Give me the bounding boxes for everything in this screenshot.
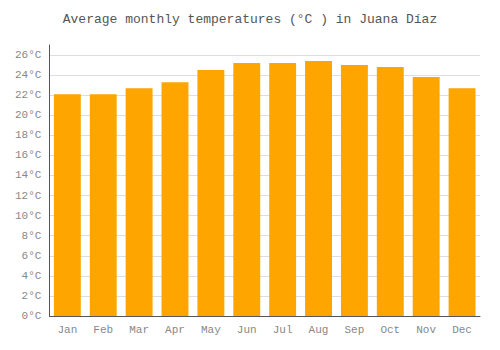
svg-text:24°C: 24°C — [15, 69, 42, 81]
svg-text:Feb: Feb — [93, 324, 113, 336]
svg-text:12°C: 12°C — [15, 190, 42, 202]
svg-text:14°C: 14°C — [15, 169, 42, 181]
svg-text:26°C: 26°C — [15, 49, 42, 61]
svg-text:Nov: Nov — [416, 324, 436, 336]
svg-text:Jan: Jan — [57, 324, 77, 336]
svg-text:16°C: 16°C — [15, 149, 42, 161]
svg-text:Jun: Jun — [237, 324, 257, 336]
svg-text:Jul: Jul — [273, 324, 293, 336]
svg-text:8°C: 8°C — [22, 230, 42, 242]
svg-text:May: May — [201, 324, 221, 336]
svg-text:Mar: Mar — [129, 324, 149, 336]
svg-text:Sep: Sep — [345, 324, 365, 336]
svg-text:4°C: 4°C — [22, 270, 42, 282]
svg-text:Aug: Aug — [309, 324, 329, 336]
svg-text:Dec: Dec — [452, 324, 472, 336]
svg-text:10°C: 10°C — [15, 210, 42, 222]
svg-text:2°C: 2°C — [22, 290, 42, 302]
svg-text:22°C: 22°C — [15, 89, 42, 101]
svg-text:0°C: 0°C — [22, 310, 42, 322]
svg-text:Apr: Apr — [165, 324, 185, 336]
svg-text:6°C: 6°C — [22, 250, 42, 262]
svg-text:Oct: Oct — [380, 324, 400, 336]
svg-text:Average monthly temperatures (: Average monthly temperatures (°C ) in Ju… — [63, 12, 437, 27]
svg-text:20°C: 20°C — [15, 109, 42, 121]
svg-text:18°C: 18°C — [15, 129, 42, 141]
